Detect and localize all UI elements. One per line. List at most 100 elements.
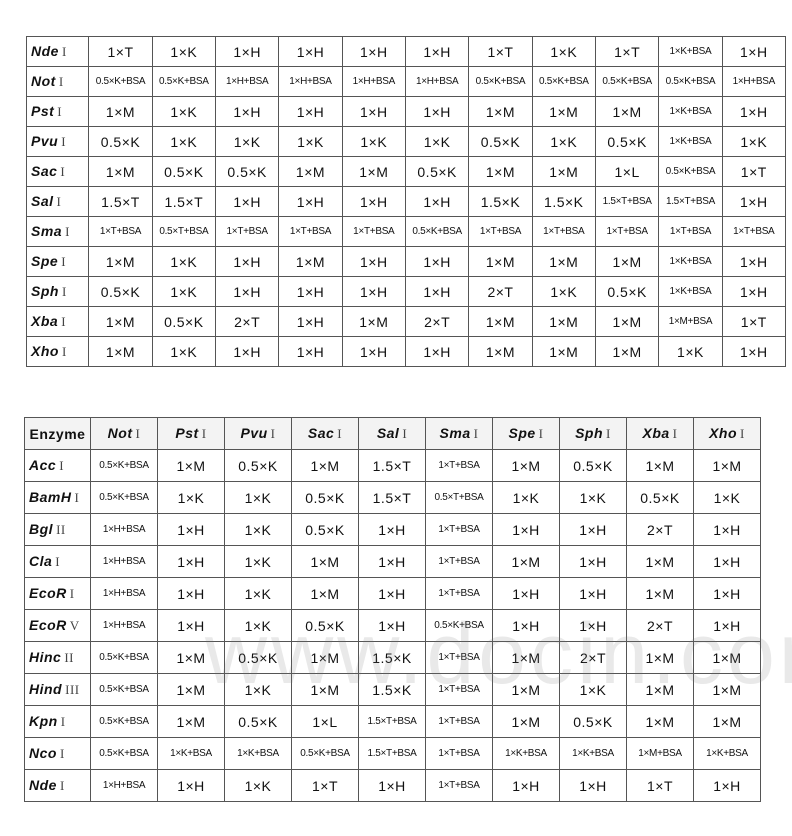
buffer-cell: 1×H [358,577,426,610]
enzyme-numeral: I [74,490,80,505]
buffer-cell: 1×H [559,513,627,546]
buffer-cell: 1×T+BSA [721,216,787,247]
buffer-cell: 1×M [492,641,560,674]
buffer-cell: 1×H [721,96,787,127]
buffer-cell: 1×T+BSA [425,513,493,546]
buffer-cell: 1×K [224,609,292,642]
buffer-cell: 1.5×K [358,641,426,674]
buffer-cell: 1×M [626,449,694,482]
row-enzyme-label: Kpn I [24,705,91,738]
column-header-enzyme: Xho I [693,417,761,450]
buffer-cell: 2×T [404,306,470,337]
buffer-cell: 1×M [157,673,225,706]
buffer-cell: 1×T+BSA [425,449,493,482]
table-row: Acc I 0.5×K+BSA 1×M 0.5×K 1×M 1.5×T 1×T+BSA 1×M 0… [24,449,761,482]
buffer-cell: 1×L [594,156,660,187]
buffer-cell: 1×H [693,769,761,802]
enzyme-name: EcoR [29,617,67,633]
buffer-cell: 0.5×T+BSA [425,481,493,514]
row-enzyme-label: Sal I [25,186,90,217]
enzyme-numeral: I [59,746,65,761]
enzyme-numeral: I [57,104,63,119]
buffer-cell: 0.5×K+BSA [425,609,493,642]
buffer-cell: 1×H [693,545,761,578]
buffer-cell: 1×H [559,769,627,802]
row-enzyme-label: Nde I [24,769,91,802]
buffer-cell: 1×H [358,513,426,546]
buffer-cell: 1×H [278,336,343,367]
buffer-cell: 0.5×K+BSA [88,66,153,97]
row-enzyme-label: Nde I [25,36,90,67]
buffer-cell: 1×K [492,481,560,514]
buffer-cell: 1×M [291,641,359,674]
buffer-cell: 1×T [88,36,153,67]
buffer-cell: 1×H [492,577,560,610]
enzyme-name: Pvu [240,425,268,441]
row-enzyme-label: Cla I [24,545,91,578]
buffer-cell: 1×H [492,609,560,642]
buffer-cell: 1×M [594,336,660,367]
buffer-cell: 1×H [559,577,627,610]
buffer-cell: 0.5×K [224,641,292,674]
buffer-cell: 1×H [278,276,343,307]
buffer-cell: 1×K+BSA [658,246,723,277]
buffer-cell: 1×M [468,96,533,127]
enzyme-numeral: I [69,586,75,601]
enzyme-numeral: III [65,682,80,697]
buffer-cell: 1×H [278,306,343,337]
row-enzyme-label: Hind III [24,673,91,706]
buffer-cell: 1×K [404,126,470,157]
buffer-cell: 1×T+BSA [425,737,493,770]
buffer-cell: 1×M+BSA [658,306,723,337]
enzyme-numeral: I [61,254,67,269]
row-enzyme-label: Pst I [25,96,90,127]
buffer-cell: 0.5×K [559,705,627,738]
buffer-cell: 1×M [291,449,359,482]
buffer-cell: 1×H [214,36,280,67]
buffer-cell: 1.5×T+BSA [594,186,660,217]
buffer-cell: 1×K [341,126,406,157]
enzyme-name: Spe [508,425,536,441]
buffer-cell: 1×M [88,336,153,367]
enzyme-name: Sac [31,163,58,179]
buffer-cell: 1×H [214,336,280,367]
buffer-cell: 1×M [693,641,761,674]
table-row: Sph I 0.5×K 1×K 1×H 1×H 1×H 1×H 2×T 1×K 0.5×K 1×K+B… [25,276,787,307]
table-row: Xba I 1×M 0.5×K 2×T 1×H 1×M 2×T 1×M 1×M 1×M 1×M+BSA… [25,306,787,337]
buffer-cell: 1×H+BSA [90,609,158,642]
buffer-cell: 1×H [559,545,627,578]
buffer-cell: 1×M [626,705,694,738]
buffer-cell: 0.5×K+BSA [531,66,596,97]
buffer-cell: 1×K [531,276,596,307]
buffer-cell: 1×H [341,36,406,67]
buffer-table-bottom-header-row: Enzyme Not I Pst I Pvu I Sac I Sal I Sma I Spe I Sph I X… [24,417,761,450]
buffer-cell: 1×K [531,36,596,67]
buffer-cell: 1.5×K [468,186,533,217]
enzyme-numeral: I [402,426,408,441]
row-enzyme-label: Sac I [25,156,90,187]
buffer-cell: 1.5×T+BSA [358,705,426,738]
buffer-cell: 1.5×T [151,186,216,217]
buffer-cell: 1×K [559,673,627,706]
buffer-cell: 1×M [492,673,560,706]
buffer-cell: 1×K [157,481,225,514]
row-enzyme-label: Sma I [25,216,90,247]
buffer-cell: 1×K [151,246,216,277]
buffer-cell: 1×H+BSA [278,66,343,97]
table-row: Spe I 1×M 1×K 1×H 1×M 1×H 1×H 1×M 1×M 1×M 1×K+BSA 1×… [25,246,787,277]
buffer-cell: 1×T [626,769,694,802]
buffer-cell: 1×K [559,481,627,514]
buffer-cell: 1×H [693,577,761,610]
buffer-cell: 1×H [341,336,406,367]
enzyme-name: Sac [307,425,335,441]
buffer-cell: 1×H [404,276,470,307]
buffer-cell: 1×H+BSA [90,577,158,610]
buffer-cell: 0.5×K [559,449,627,482]
column-header-enzyme: Sal I [358,417,426,450]
enzyme-numeral: I [740,426,745,441]
buffer-cell: 0.5×K+BSA [468,66,533,97]
buffer-cell: 1×M [531,336,596,367]
buffer-cell: 1×H [157,545,225,578]
table-row: Hinc II 0.5×K+BSA 1×M 0.5×K 1×M 1.5×K 1×T+BSA 1×… [24,641,761,674]
buffer-cell: 1×T [468,36,533,67]
